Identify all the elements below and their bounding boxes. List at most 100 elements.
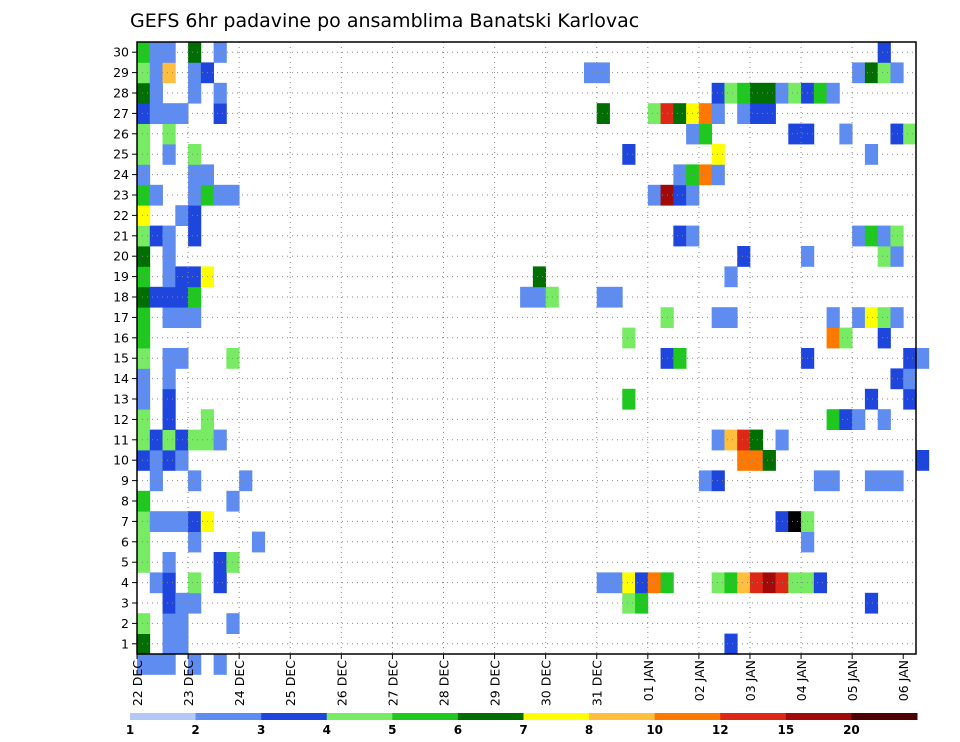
heatmap-cell: [916, 348, 930, 369]
x-tick-label: 05 JAN: [845, 660, 860, 701]
heatmap-cell: [813, 470, 828, 492]
y-tick-label: 1: [121, 636, 129, 651]
x-tick-label: 31 DEC: [590, 660, 605, 706]
legend-swatch: [261, 713, 328, 720]
y-tick-label: 16: [113, 330, 129, 345]
heatmap-cell: [839, 327, 853, 349]
legend-level-label: 3: [257, 723, 265, 737]
heatmap-cell: [826, 307, 840, 328]
heatmap-cell: [839, 123, 853, 145]
heatmap-cell: [137, 654, 151, 675]
heatmap-cell: [213, 572, 227, 594]
heatmap-cell: [762, 450, 776, 471]
legend-level-label: 10: [646, 723, 663, 737]
heatmap-cell: [826, 327, 840, 349]
y-tick-labels: 1234567891011121314151617181920212223242…: [113, 45, 137, 651]
legend-swatch: [195, 713, 262, 720]
heatmap-cell: [175, 266, 189, 288]
heatmap-cell: [162, 613, 176, 634]
heatmap-cell: [583, 62, 598, 84]
heatmap-cell: [711, 572, 725, 594]
heatmap-cell: [137, 348, 151, 369]
x-tick-label: 23 DEC: [181, 660, 196, 706]
heatmap-cell: [137, 246, 151, 267]
legend-swatch: [523, 713, 590, 720]
heatmap-cell: [762, 103, 776, 124]
x-tick-label: 25 DEC: [283, 660, 298, 706]
heatmap-cell: [916, 450, 930, 471]
heatmap-cell: [149, 82, 163, 104]
heatmap-cell: [137, 429, 151, 451]
heatmap-cell: [149, 286, 163, 308]
x-tick-label: 01 JAN: [641, 660, 656, 701]
heatmap-cell: [188, 654, 202, 675]
heatmap-cell: [877, 409, 891, 430]
heatmap-cell: [162, 654, 176, 675]
legend-level-label: 2: [191, 723, 199, 737]
heatmap-cell: [698, 103, 713, 124]
heatmap-cell: [724, 307, 738, 328]
legend-level-label: 12: [712, 723, 729, 737]
y-tick-label: 26: [113, 126, 129, 141]
y-tick-label: 18: [113, 290, 129, 305]
heatmap-cell: [864, 144, 879, 165]
heatmap-cell: [213, 103, 227, 124]
heatmap-cell: [188, 184, 202, 206]
legend-swatch: [457, 713, 524, 720]
legend-swatch: [654, 713, 721, 720]
grid-layer: [137, 42, 916, 654]
heatmap-cell: [711, 82, 725, 104]
heatmap-cell: [877, 327, 891, 349]
heatmap-cell: [137, 511, 151, 532]
heatmap-cell: [213, 429, 227, 451]
heatmap-cell: [175, 429, 189, 451]
heatmap-cell: [622, 592, 636, 614]
y-tick-label: 10: [113, 453, 129, 468]
heatmap-cell: [149, 450, 163, 471]
legend-swatch: [392, 713, 459, 720]
heatmap-cell: [749, 572, 764, 594]
legend-swatch: [720, 713, 787, 720]
heatmap-cell: [596, 572, 610, 594]
y-tick-label: 7: [121, 514, 129, 529]
heatmap-cell: [188, 592, 202, 614]
heatmap-cell: [737, 82, 751, 104]
heatmap-cell: [903, 123, 917, 145]
heatmap-cell: [213, 654, 227, 675]
heatmap-cell: [737, 246, 751, 267]
heatmap-cell: [175, 511, 189, 532]
heatmap-cell: [149, 225, 163, 247]
heatmap-cell: [596, 62, 610, 84]
heatmap-cell: [749, 429, 764, 451]
y-tick-label: 14: [113, 371, 129, 386]
heatmap-cell: [175, 286, 189, 308]
heatmap-cell: [188, 531, 202, 553]
color-legend: 1 2 3 4 5 6 7 8 10 12 15 20: [126, 713, 918, 737]
heatmap-cell: [188, 225, 202, 247]
x-tick-label: 03 JAN: [743, 660, 758, 701]
heatmap-cell: [162, 368, 176, 390]
legend-level-label: 1: [126, 723, 134, 737]
heatmap-cell: [162, 348, 176, 369]
heatmap-cell: [162, 633, 176, 655]
heatmap-cell: [175, 103, 189, 124]
heatmap-cell: [647, 103, 661, 124]
heatmap-cell: [149, 103, 163, 124]
y-tick-label: 23: [113, 188, 129, 203]
y-tick-label: 3: [121, 596, 129, 611]
heatmap-cell: [162, 511, 176, 532]
heatmap-cell: [724, 429, 738, 451]
heatmap-cell: [826, 82, 840, 104]
heatmap-cell: [137, 613, 151, 634]
heatmap-cell: [673, 225, 687, 247]
heatmap-cell: [788, 511, 802, 532]
heatmap-cell: [749, 82, 764, 104]
heatmap-cell: [188, 42, 202, 63]
heatmap-cell: [864, 307, 879, 328]
legend-swatch: [851, 713, 918, 720]
y-tick-label: 6: [121, 534, 129, 549]
heatmap-cell: [188, 164, 202, 186]
heatmap-cell: [137, 552, 151, 573]
heatmap-cell: [864, 592, 879, 614]
